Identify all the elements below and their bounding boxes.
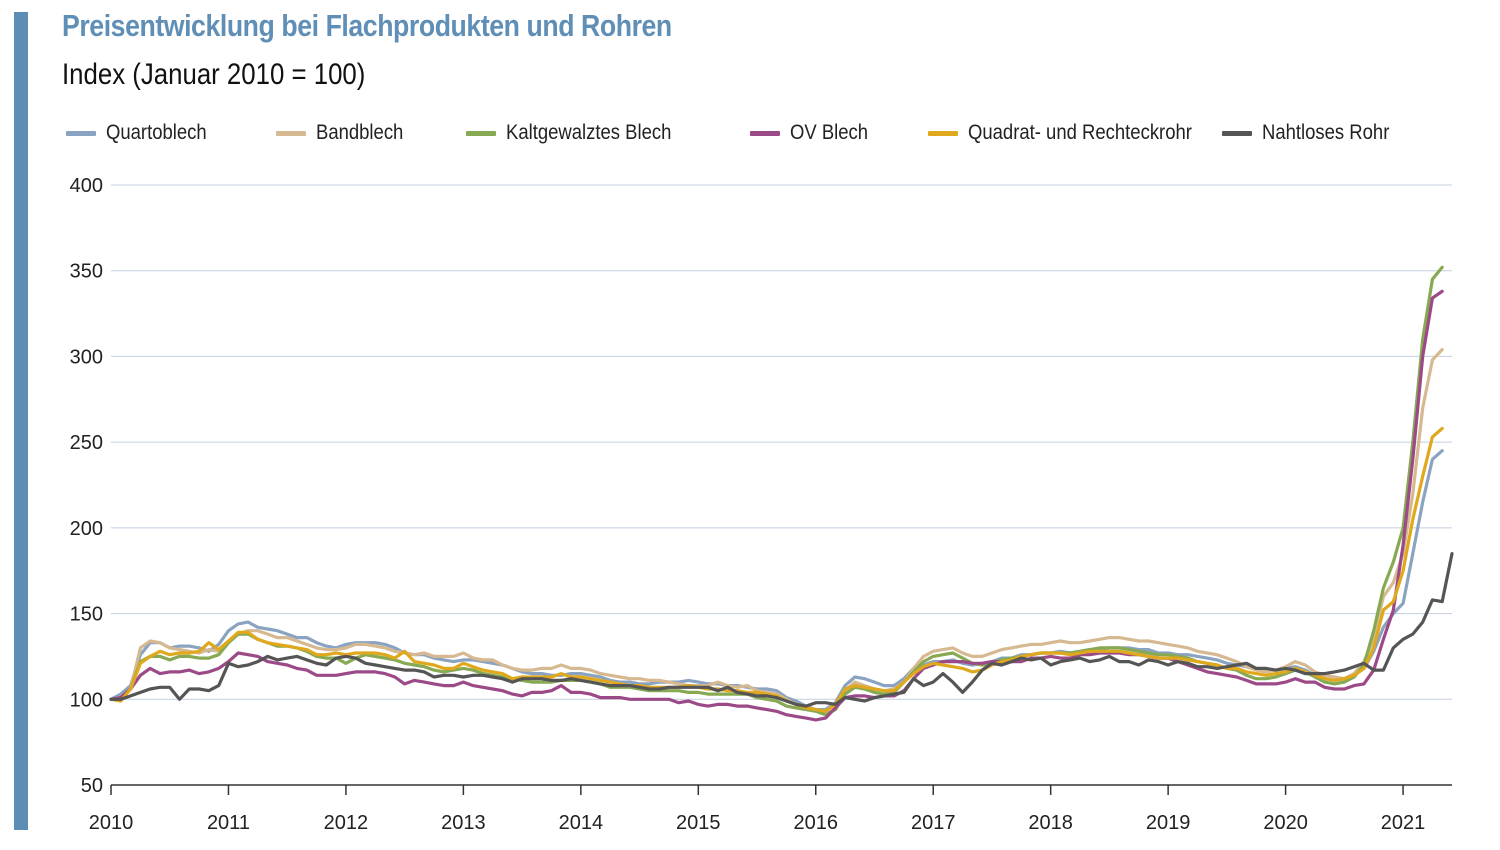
series-line-bandblech xyxy=(109,348,1444,713)
y-tick-label: 350 xyxy=(70,261,103,283)
x-tick-label: 2021 xyxy=(1381,812,1426,834)
legend-item-quadrat-und-rechteckrohr: Quadrat- und Rechteckrohr xyxy=(928,118,1222,148)
legend-item-ov-blech: OV Blech xyxy=(750,118,879,148)
legend-item-bandblech: Bandblech xyxy=(276,118,415,148)
series-line-nahtloses-rohr xyxy=(109,552,1454,708)
legend-label: Quartoblech xyxy=(106,121,207,144)
x-tick-label: 2013 xyxy=(441,812,486,834)
legend-swatch xyxy=(66,130,96,136)
x-tick-label: 2010 xyxy=(89,812,134,834)
legend-item-quartoblech: Quartoblech xyxy=(66,118,220,148)
y-tick-label: 300 xyxy=(70,346,103,368)
series-line-quartoblech xyxy=(109,449,1444,712)
x-tick-label: 2017 xyxy=(911,812,956,834)
y-tick-label: 400 xyxy=(70,175,103,197)
y-tick-label: 100 xyxy=(70,689,103,711)
y-tick-label: 150 xyxy=(70,604,103,626)
series-line-kaltgewalztes-blech xyxy=(109,265,1444,717)
accent-bar xyxy=(14,12,28,830)
legend-label: Bandblech xyxy=(316,121,404,144)
legend-swatch xyxy=(276,130,306,136)
legend: Quartoblech Bandblech Kaltgewalztes Blec… xyxy=(0,118,1500,148)
y-tick-label: 250 xyxy=(70,432,103,454)
legend-label: OV Blech xyxy=(790,121,869,144)
series-line-ov-blech xyxy=(109,289,1444,722)
legend-label: Nahtloses Rohr xyxy=(1262,121,1390,144)
legend-item-kaltgewalztes-blech: Kaltgewalztes Blech xyxy=(466,118,694,148)
x-tick-label: 2020 xyxy=(1263,812,1308,834)
legend-swatch xyxy=(466,130,496,136)
legend-label: Kaltgewalztes Blech xyxy=(506,121,672,144)
x-tick-label: 2011 xyxy=(207,812,250,834)
x-tick-label: 2019 xyxy=(1146,812,1191,834)
legend-label: Quadrat- und Rechteckrohr xyxy=(968,121,1192,144)
y-tick-label: 200 xyxy=(70,518,103,540)
x-tick-label: 2016 xyxy=(794,812,839,834)
legend-swatch xyxy=(928,130,958,136)
x-tick-label: 2014 xyxy=(559,812,604,834)
x-tick-label: 2012 xyxy=(324,812,369,834)
y-tick-label: 50 xyxy=(81,775,103,797)
legend-item-nahtloses-rohr: Nahtloses Rohr xyxy=(1222,118,1407,148)
x-tick-label: 2015 xyxy=(676,812,721,834)
series-line-quadrat-und-rechteckrohr xyxy=(109,426,1444,713)
chart-title: Preisentwicklung bei Flachprodukten und … xyxy=(62,8,672,43)
x-tick-label: 2018 xyxy=(1028,812,1073,834)
legend-swatch xyxy=(1222,130,1252,136)
legend-swatch xyxy=(750,130,780,136)
chart-subtitle: Index (Januar 2010 = 100) xyxy=(62,58,366,91)
